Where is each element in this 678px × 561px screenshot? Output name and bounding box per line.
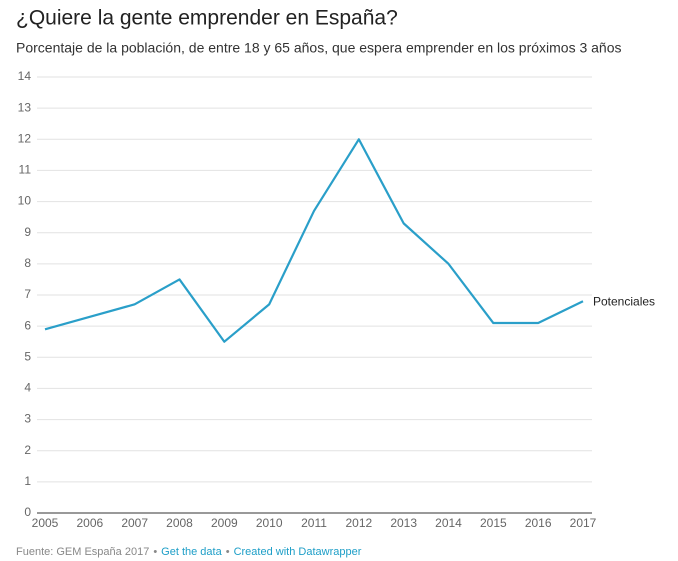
x-tick-label: 2015 bbox=[480, 516, 507, 530]
x-tick-label: 2012 bbox=[345, 516, 372, 530]
y-tick-label: 9 bbox=[24, 225, 31, 239]
footer-source: Fuente: GEM España 2017 bbox=[16, 546, 149, 558]
x-tick-label: 2007 bbox=[121, 516, 148, 530]
x-tick-label: 2005 bbox=[32, 516, 59, 530]
y-tick-label: 12 bbox=[18, 131, 32, 145]
x-tick-label: 2014 bbox=[435, 516, 462, 530]
y-tick-label: 3 bbox=[24, 412, 31, 426]
y-tick-label: 1 bbox=[24, 474, 31, 488]
x-tick-label: 2016 bbox=[525, 516, 552, 530]
y-tick-label: 7 bbox=[24, 287, 31, 301]
y-tick-label: 14 bbox=[18, 69, 32, 83]
y-tick-label: 2 bbox=[24, 443, 31, 457]
x-tick-label: 2013 bbox=[390, 516, 417, 530]
y-tick-label: 8 bbox=[24, 256, 31, 270]
y-tick-label: 6 bbox=[24, 318, 31, 332]
chart-title: ¿Quiere la gente emprender en España? bbox=[16, 7, 398, 30]
y-tick-label: 13 bbox=[18, 100, 32, 114]
y-tick-label: 4 bbox=[24, 381, 31, 395]
x-tick-label: 2006 bbox=[76, 516, 103, 530]
y-tick-label: 0 bbox=[24, 505, 31, 519]
series-label: Potenciales bbox=[593, 294, 655, 308]
footer-separator: • bbox=[226, 546, 230, 558]
footer-link[interactable]: Get the data bbox=[161, 546, 222, 558]
y-tick-label: 10 bbox=[18, 194, 32, 208]
y-tick-label: 11 bbox=[19, 163, 32, 177]
footer-link[interactable]: Created with Datawrapper bbox=[234, 546, 362, 558]
y-tick-label: 5 bbox=[24, 349, 31, 363]
x-tick-label: 2011 bbox=[301, 516, 327, 530]
chart-subtitle: Porcentaje de la población, de entre 18 … bbox=[16, 40, 622, 56]
x-tick-label: 2010 bbox=[256, 516, 283, 530]
x-tick-label: 2009 bbox=[211, 516, 238, 530]
line bbox=[44, 138, 584, 343]
footer-separator: • bbox=[153, 546, 157, 558]
x-tick-label: 2008 bbox=[166, 516, 193, 530]
x-tick-label: 2017 bbox=[570, 516, 597, 530]
